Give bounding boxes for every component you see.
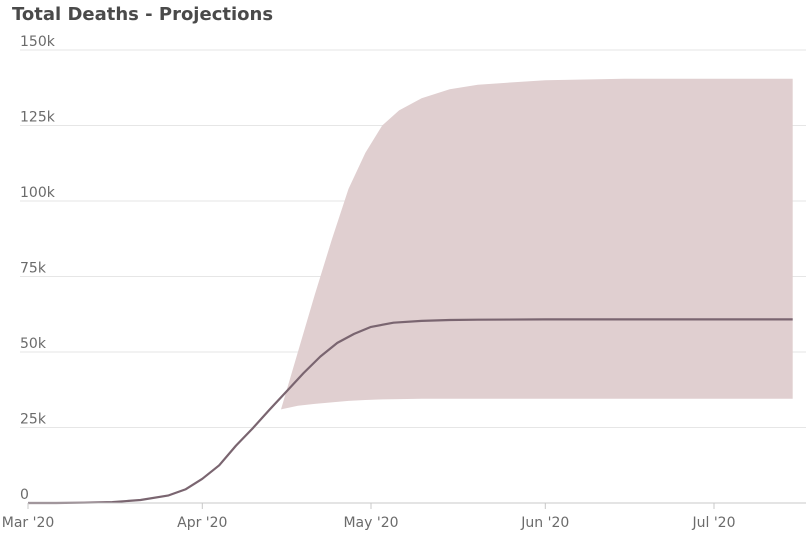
x-tick-label: Mar '20 — [2, 515, 55, 531]
y-tick-label: 75k — [20, 261, 47, 277]
x-tick-labels: Mar '20 Apr '20 May '20 Jun '20 Jul '20 — [2, 515, 736, 531]
y-tick-label: 125k — [20, 110, 56, 126]
y-tick-label: 100k — [20, 185, 56, 201]
chart-title: Total Deaths - Projections — [12, 4, 274, 25]
y-tick-label: 0 — [20, 487, 29, 503]
confidence-band-layer — [281, 78, 793, 410]
y-tick-label: 50k — [20, 336, 47, 352]
projection-line — [28, 318, 793, 505]
x-tick-label: Jun '20 — [520, 515, 569, 531]
y-tick-labels: 0 25k 50k 75k 100k 125k 150k — [20, 34, 56, 503]
confidence-band — [281, 78, 793, 410]
x-tick-label: Apr '20 — [177, 515, 227, 531]
y-tick-label: 150k — [20, 34, 56, 50]
axes — [27, 502, 806, 509]
x-tick-label: Jul '20 — [691, 515, 735, 531]
x-tick-label: May '20 — [343, 515, 398, 531]
projection-line-layer — [28, 318, 793, 505]
y-tick-label: 25k — [20, 412, 47, 428]
